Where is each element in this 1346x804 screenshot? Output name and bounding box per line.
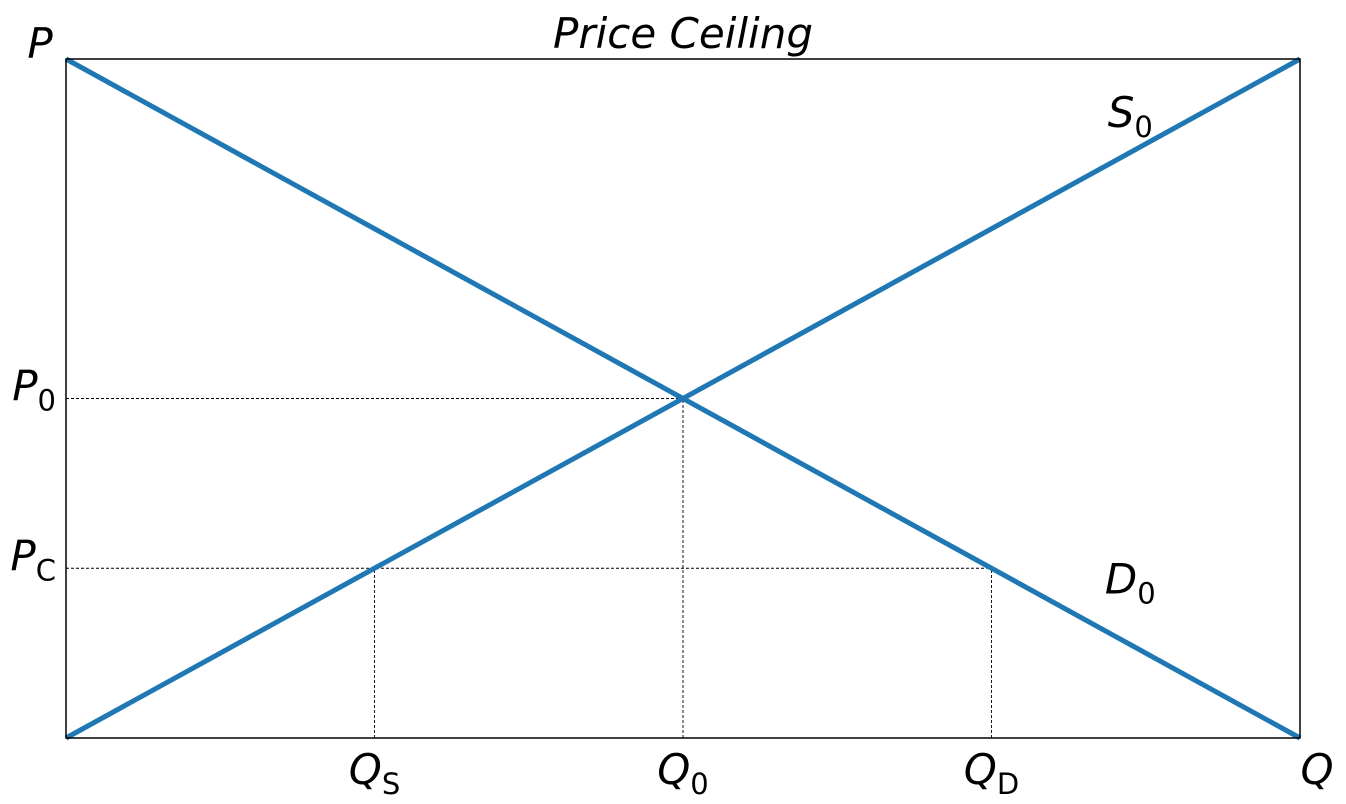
tick-labels: P0 PC QS Q0 QD — [10, 362, 1019, 802]
curves — [64, 56, 1302, 741]
chart-title: Price Ceiling — [553, 9, 813, 58]
y-tick-label-PC: PC — [10, 531, 56, 587]
x-axis-label: Q — [1300, 745, 1333, 794]
demand-label: D0 — [1105, 555, 1156, 611]
y-tick-label-P0: P0 — [12, 362, 56, 418]
supply-label: S0 — [1108, 88, 1153, 144]
plot-frame — [65, 58, 1301, 739]
guide-lines — [66, 398, 992, 738]
x-tick-label-Q0: Q0 — [657, 745, 709, 801]
y-axis-label: P — [27, 19, 53, 68]
demand-curve — [64, 56, 1302, 741]
series-labels: S0 D0 — [1105, 88, 1156, 611]
x-tick-label-QD: QD — [964, 745, 1019, 801]
x-tick-label-QS: QS — [349, 745, 400, 801]
